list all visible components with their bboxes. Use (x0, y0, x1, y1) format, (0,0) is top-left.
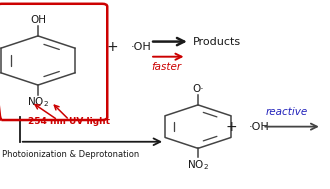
Text: NO$_2$: NO$_2$ (27, 95, 49, 109)
Text: +: + (225, 120, 237, 134)
Text: NO$_2$: NO$_2$ (187, 158, 209, 172)
Text: OH: OH (30, 15, 46, 25)
Text: reactive: reactive (266, 107, 308, 116)
Text: ·OH: ·OH (249, 122, 270, 132)
Text: O·: O· (192, 84, 204, 94)
Text: Photoionization & Deprotonation: Photoionization & Deprotonation (2, 150, 139, 160)
Text: Products: Products (193, 37, 241, 46)
Text: 254 nm UV light: 254 nm UV light (28, 117, 110, 126)
Text: +: + (106, 40, 118, 54)
Text: ·OH: ·OH (130, 42, 151, 52)
Text: faster: faster (151, 62, 181, 72)
